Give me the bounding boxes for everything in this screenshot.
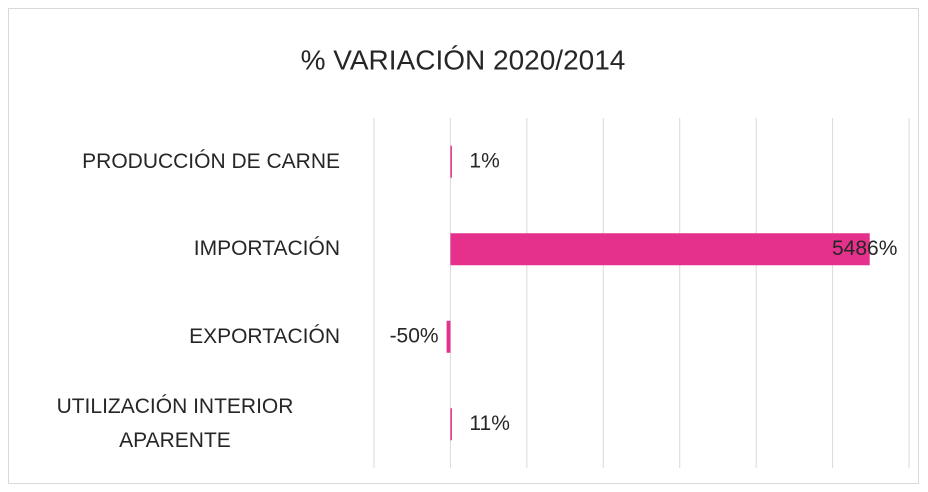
data-label: 11% — [469, 412, 509, 435]
y-tick-label: PRODUCCIÓN DE CARNE — [82, 149, 340, 173]
y-tick-label: IMPORTACIÓN — [193, 237, 340, 261]
category-label-box: UTILIZACIÓN INTERIOR APARENTE — [10, 390, 340, 458]
data-label: 5486% — [832, 237, 897, 260]
data-label: 1% — [469, 149, 499, 172]
data-label: -50% — [390, 324, 439, 347]
bar — [446, 320, 451, 353]
category-label-box: EXPORTACIÓN — [10, 320, 340, 354]
category-label-box: IMPORTACIÓN — [10, 232, 340, 266]
category-label-box: PRODUCCIÓN DE CARNE — [10, 145, 340, 179]
bar — [450, 233, 870, 266]
y-tick-label: UTILIZACIÓN INTERIOR APARENTE — [56, 395, 294, 453]
bar — [450, 145, 452, 178]
chart-title: % VARIACIÓN 2020/2014 — [301, 44, 626, 75]
y-tick-label: EXPORTACIÓN — [189, 324, 340, 348]
bar — [450, 408, 452, 441]
